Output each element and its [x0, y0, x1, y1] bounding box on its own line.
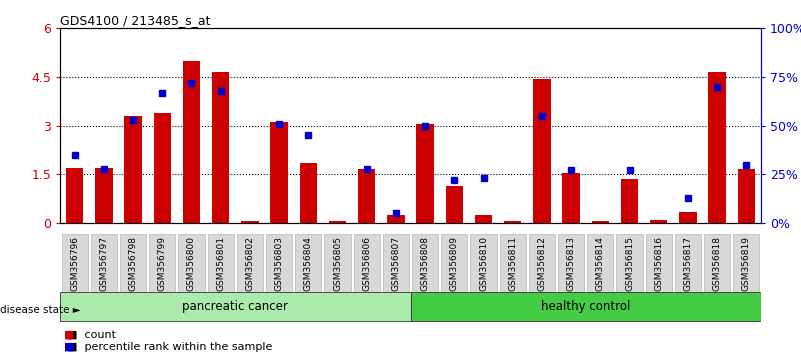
Text: GSM356801: GSM356801 [216, 236, 225, 291]
FancyBboxPatch shape [62, 234, 88, 294]
Text: GSM356815: GSM356815 [625, 236, 634, 291]
Text: disease state ►: disease state ► [0, 305, 81, 315]
Text: GSM356817: GSM356817 [683, 236, 692, 291]
FancyBboxPatch shape [207, 234, 234, 294]
Text: GSM356811: GSM356811 [508, 236, 517, 291]
FancyBboxPatch shape [91, 234, 117, 294]
Text: GSM356800: GSM356800 [187, 236, 196, 291]
FancyBboxPatch shape [149, 234, 175, 294]
FancyBboxPatch shape [617, 234, 642, 294]
FancyBboxPatch shape [704, 234, 731, 294]
Bar [183, 61, 200, 223]
Text: GSM356808: GSM356808 [421, 236, 429, 291]
Text: GSM356810: GSM356810 [479, 236, 488, 291]
Bar [562, 173, 580, 223]
Text: healthy control: healthy control [541, 300, 630, 313]
Text: ■  percentile rank within the sample: ■ percentile rank within the sample [60, 342, 272, 352]
FancyBboxPatch shape [529, 234, 555, 294]
Text: GSM356798: GSM356798 [129, 236, 138, 291]
FancyBboxPatch shape [120, 234, 147, 294]
Bar [154, 113, 171, 223]
Text: GSM356799: GSM356799 [158, 236, 167, 291]
Text: GSM356819: GSM356819 [742, 236, 751, 291]
Text: GSM356804: GSM356804 [304, 236, 313, 291]
FancyBboxPatch shape [410, 292, 761, 321]
Text: GSM356803: GSM356803 [275, 236, 284, 291]
Text: ■: ■ [64, 330, 74, 339]
Text: GSM356816: GSM356816 [654, 236, 663, 291]
Text: GSM356814: GSM356814 [596, 236, 605, 291]
Bar [417, 124, 434, 223]
FancyBboxPatch shape [441, 234, 468, 294]
FancyBboxPatch shape [470, 234, 497, 294]
Bar [241, 221, 259, 223]
Bar [621, 179, 638, 223]
Bar [592, 221, 609, 223]
FancyBboxPatch shape [60, 292, 410, 321]
Bar [95, 168, 113, 223]
FancyBboxPatch shape [353, 234, 380, 294]
Text: GDS4100 / 213485_s_at: GDS4100 / 213485_s_at [60, 14, 211, 27]
Bar [738, 170, 755, 223]
Text: GSM356818: GSM356818 [713, 236, 722, 291]
Bar [124, 116, 142, 223]
Bar [708, 72, 726, 223]
Text: GSM356796: GSM356796 [70, 236, 79, 291]
Bar [212, 72, 229, 223]
FancyBboxPatch shape [237, 234, 263, 294]
Bar [533, 79, 550, 223]
FancyBboxPatch shape [733, 234, 759, 294]
Bar [270, 122, 288, 223]
FancyBboxPatch shape [674, 234, 701, 294]
Text: GSM356813: GSM356813 [566, 236, 576, 291]
Bar [66, 168, 83, 223]
Bar [445, 186, 463, 223]
Bar [475, 215, 493, 223]
Bar [300, 163, 317, 223]
Text: pancreatic cancer: pancreatic cancer [183, 300, 288, 313]
FancyBboxPatch shape [412, 234, 438, 294]
FancyBboxPatch shape [646, 234, 672, 294]
FancyBboxPatch shape [558, 234, 584, 294]
Text: GSM356802: GSM356802 [245, 236, 255, 291]
Text: GSM356809: GSM356809 [450, 236, 459, 291]
Bar [679, 212, 697, 223]
Text: GSM356812: GSM356812 [537, 236, 546, 291]
Bar [387, 215, 405, 223]
Text: GSM356806: GSM356806 [362, 236, 371, 291]
FancyBboxPatch shape [324, 234, 351, 294]
Text: ■  count: ■ count [60, 330, 116, 339]
FancyBboxPatch shape [500, 234, 526, 294]
FancyBboxPatch shape [266, 234, 292, 294]
FancyBboxPatch shape [179, 234, 204, 294]
Text: ■: ■ [64, 342, 74, 352]
FancyBboxPatch shape [587, 234, 614, 294]
Text: GSM356805: GSM356805 [333, 236, 342, 291]
Bar [504, 221, 521, 223]
Bar [328, 221, 346, 223]
Text: GSM356807: GSM356807 [392, 236, 400, 291]
FancyBboxPatch shape [295, 234, 321, 294]
FancyBboxPatch shape [383, 234, 409, 294]
Text: GSM356797: GSM356797 [99, 236, 108, 291]
Bar [358, 170, 376, 223]
Bar [650, 220, 667, 223]
